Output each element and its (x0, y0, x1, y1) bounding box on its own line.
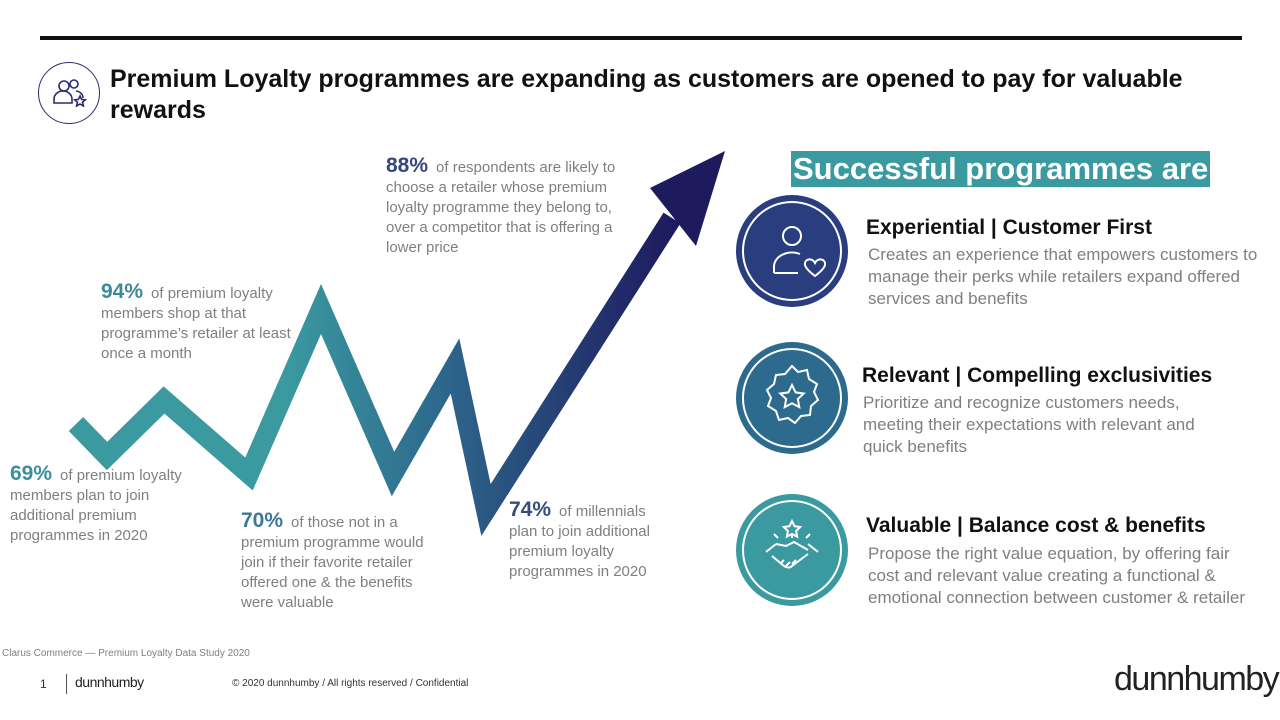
stat-88: 88% of respondents are likely to choose a… (386, 154, 626, 258)
source-note: Clarus Commerce — Premium Loyalty Data S… (2, 648, 250, 659)
benefit-description: Prioritize and recognize customers needs… (863, 393, 1195, 456)
person-heart-icon (736, 195, 848, 307)
stat-text: of millennials plan to join additional p… (509, 503, 650, 580)
stat-text: of premium loyalty members shop at that … (101, 285, 291, 362)
benefit-heading: Relevant | Compelling exclusivities (862, 364, 1213, 387)
page-number: 1 (40, 677, 47, 691)
stat-percent: 94% (101, 280, 144, 303)
benefit-heading: Valuable | Balance cost & benefits (866, 514, 1206, 537)
copyright-notice: © 2020 dunnhumby / All rights reserved /… (232, 678, 469, 689)
successful-programmes-title: Successful programmes are (791, 151, 1211, 187)
stat-70: 70% of those not in a premium programme w… (241, 509, 441, 613)
badge-star-icon (736, 342, 848, 454)
benefit-description: Propose the right value equation, by off… (868, 544, 1246, 607)
stat-text: of premium loyalty members plan to join … (10, 467, 182, 544)
stat-text: of respondents are likely to choose a re… (386, 159, 616, 256)
handshake-star-icon (736, 494, 848, 606)
footer-logo: dunnhumby (75, 674, 144, 690)
stat-percent: 74% (509, 498, 552, 521)
stat-74: 74% of millennials plan to join additiona… (509, 498, 669, 582)
footer-divider (66, 674, 67, 694)
benefit-description: Creates an experience that empowers cust… (868, 245, 1258, 308)
stat-percent: 88% (386, 154, 429, 177)
stat-94: 94% of premium loyalty members shop at th… (101, 280, 311, 364)
stat-text: of those not in a premium programme woul… (241, 514, 424, 611)
stat-percent: 69% (10, 462, 53, 485)
page-title: Premium Loyalty programmes are expanding… (110, 65, 1183, 124)
people-star-icon (38, 62, 100, 124)
top-rule (40, 36, 1242, 40)
stat-69: 69% of premium loyalty members plan to jo… (10, 462, 210, 546)
benefit-heading: Experiential | Customer First (866, 216, 1152, 239)
stat-percent: 70% (241, 509, 284, 532)
brand-logo: dunnhumby (1114, 660, 1280, 698)
